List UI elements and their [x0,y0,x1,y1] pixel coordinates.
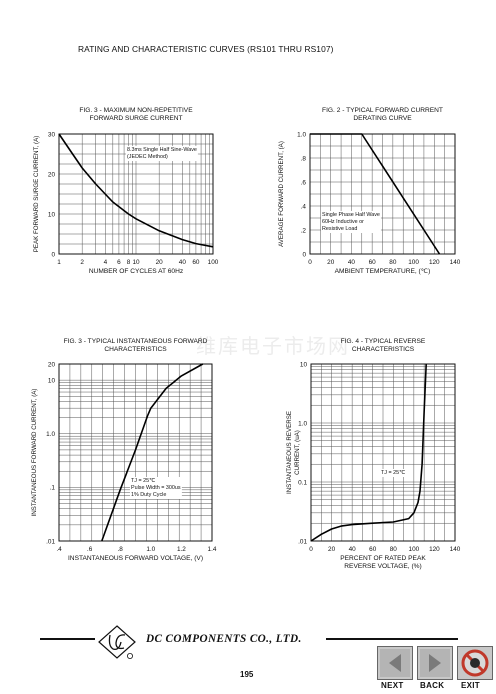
watermark: 维库电子市场网 [196,334,350,358]
y-tick-label: 10 [48,211,56,218]
x-tick-label: 2 [80,259,84,266]
page-number: 195 [240,670,254,679]
exit-label[interactable]: EXIT [461,681,480,690]
chart-title: FIG. 3 - MAXIMUM NON-REPETITIVE FORWARD S… [79,107,193,122]
y-axis-label: PEAK FORWARD SURGE CURRENT, (A) [33,136,40,253]
dc-logo-icon [98,625,136,659]
exit-button[interactable] [457,646,493,680]
footer-rule-right [326,638,458,640]
y-tick-label: 20 [48,171,56,178]
x-tick-label: 6 [117,259,121,266]
x-tick-label: 100 [208,259,219,266]
annotation-background [126,146,198,161]
page-title: RATING AND CHARACTERISTIC CURVES (RS101 … [78,44,334,54]
footer-rule-left [40,638,95,640]
y-tick-label: 30 [48,131,56,138]
x-tick-label: 40 [179,259,187,266]
x-axis-label: NUMBER OF CYCLES AT 60Hz [89,268,183,275]
chart-annotation: 8.3ms Single Half Sine-Wave (JEDEC Method… [127,147,197,160]
y-tick-label: 0 [51,251,55,258]
arrow-left-icon [389,654,401,672]
series-line [58,133,214,248]
back-label[interactable]: BACK [420,681,445,690]
x-tick-label: 4 [104,259,108,266]
back-button[interactable] [417,646,453,680]
x-tick-label: 1 [57,259,61,266]
x-tick-label: 8 [127,259,131,266]
arrow-right-icon [429,654,441,672]
next-button[interactable] [377,646,413,680]
next-label[interactable]: NEXT [381,681,404,690]
x-tick-label: 60 [192,259,200,266]
x-tick-label: 20 [156,259,164,266]
x-tick-label: 10 [132,259,140,266]
company-name: DC COMPONENTS CO., LTD. [146,633,302,645]
plot-frame [58,133,214,255]
